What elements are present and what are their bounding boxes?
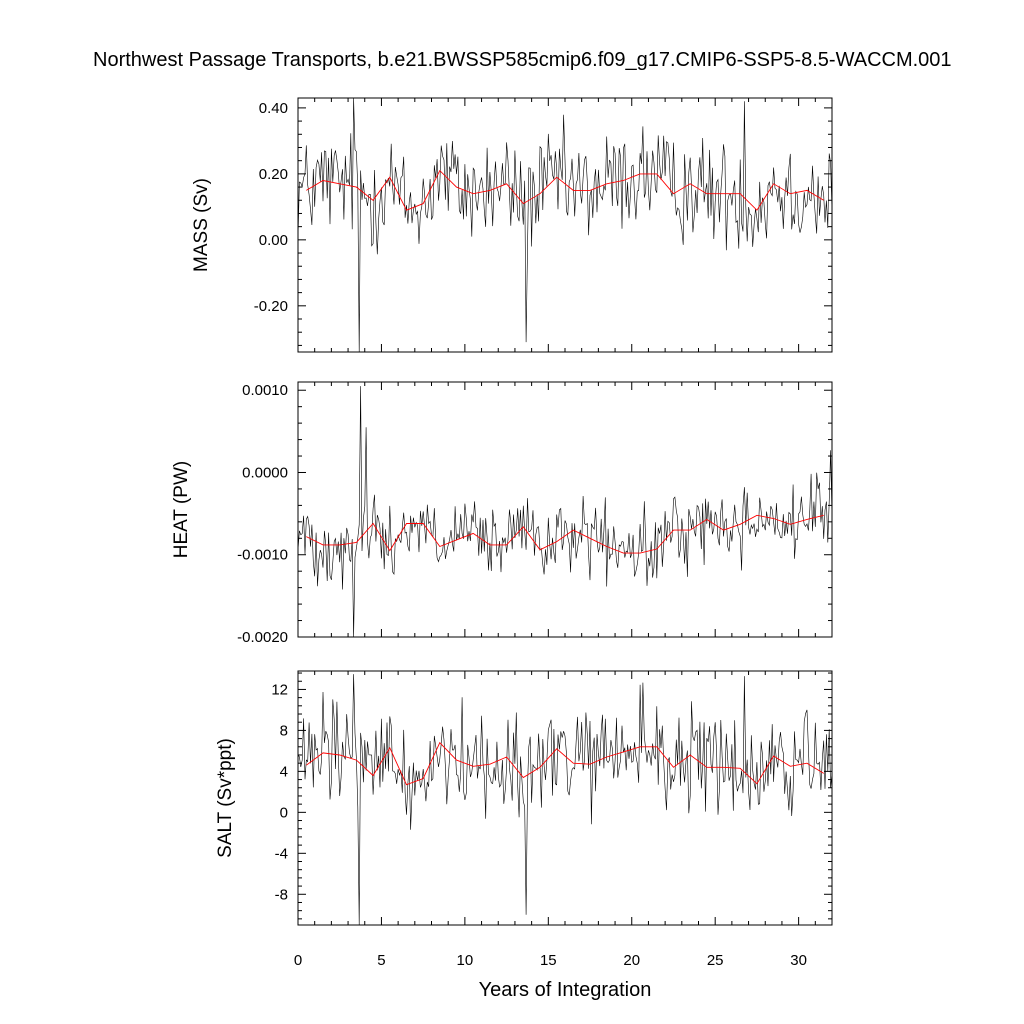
y-tick-label: -0.20 xyxy=(254,298,288,315)
figure-title: Northwest Passage Transports, b.e21.BWSS… xyxy=(93,49,952,71)
x-tick-label: 30 xyxy=(790,952,807,969)
y-tick-label: 0.0000 xyxy=(242,464,288,481)
annual-mean-line xyxy=(306,169,824,211)
panel-frame xyxy=(297,670,833,926)
x-tick-label: 15 xyxy=(540,952,557,969)
y-tick-label: 8 xyxy=(280,722,288,739)
x-tick-label: 10 xyxy=(457,952,474,969)
raw-series-line xyxy=(298,98,832,352)
y-axis-label: MASS (Sv) xyxy=(191,178,212,272)
y-tick-label: -0.0020 xyxy=(237,629,288,646)
x-axis-label: Years of Integration xyxy=(479,979,652,1001)
y-tick-label: 0.20 xyxy=(259,166,288,183)
annual-mean-line xyxy=(306,514,824,554)
panel-salt: -8 -4 0 4 8 12 SALT (Sv*ppt) 0 5 10 15 20 25 30 Years … xyxy=(215,670,833,1001)
y-tick-label: -4 xyxy=(275,845,288,862)
y-axis-label: SALT (Sv*ppt) xyxy=(215,738,236,858)
panel-frame xyxy=(297,381,833,638)
x-tick-label: 20 xyxy=(623,952,640,969)
x-tick-label: 25 xyxy=(707,952,724,969)
y-axis-label: HEAT (PW) xyxy=(171,461,192,558)
x-tick-label: 0 xyxy=(294,952,302,969)
x-tick-label: 5 xyxy=(377,952,385,969)
y-tick-label: 0 xyxy=(280,804,288,821)
y-tick-label: 0.40 xyxy=(259,100,288,117)
y-tick-label: 0.00 xyxy=(259,232,288,249)
raw-series-line xyxy=(298,674,832,925)
panel-heat: -0.0020 -0.0010 0.0000 0.0010 HEAT (PW) xyxy=(171,381,833,646)
y-tick-label: -8 xyxy=(275,886,288,903)
panel-mass: -0.20 0.00 0.20 0.40 MASS (Sv) xyxy=(191,97,833,353)
y-tick-label: 4 xyxy=(280,763,288,780)
y-tick-label: -0.0010 xyxy=(237,547,288,564)
y-tick-label: 0.0010 xyxy=(242,382,288,399)
y-tick-label: 12 xyxy=(271,681,288,698)
raw-series-line xyxy=(298,386,832,637)
annual-mean-line xyxy=(306,741,824,786)
